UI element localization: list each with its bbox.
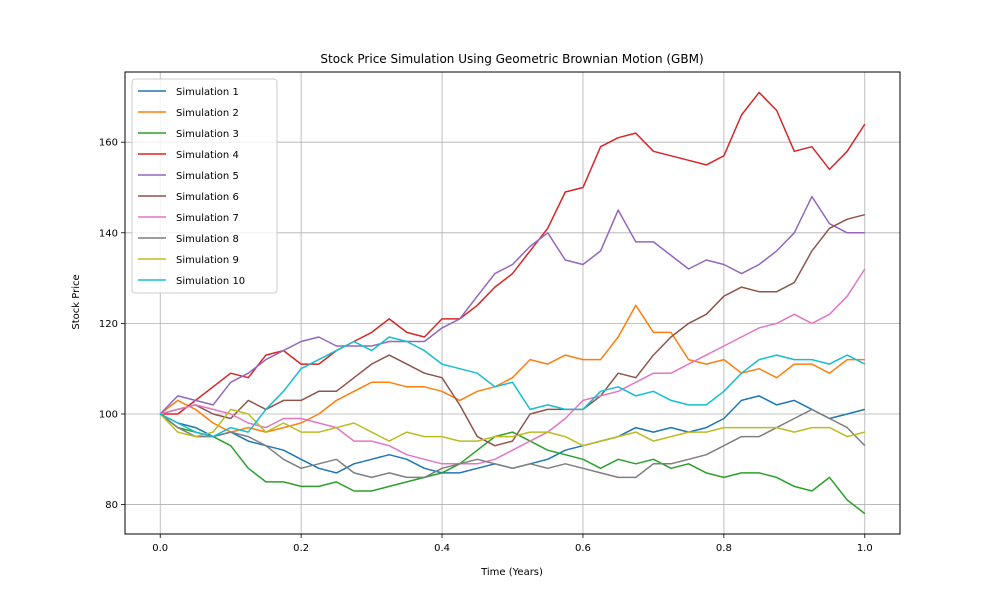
y-axis: 80 100 120 140 160 bbox=[99, 138, 125, 511]
legend-label: Simulation 1 bbox=[176, 87, 239, 98]
y-tick-label: 160 bbox=[99, 138, 118, 149]
x-axis-label: Time (Years) bbox=[480, 567, 543, 578]
series-line-simulation-3 bbox=[159, 413, 866, 515]
series-line-simulation-9 bbox=[159, 408, 865, 447]
series-group bbox=[159, 91, 866, 515]
grid bbox=[125, 72, 900, 534]
legend-box bbox=[131, 78, 278, 294]
plot-area bbox=[124, 71, 901, 535]
legend: Simulation 1 Simulation 2 Simulation 3 Simu… bbox=[131, 78, 278, 294]
legend-label: Simulation 10 bbox=[176, 276, 245, 287]
x-tick-label: 0.4 bbox=[434, 543, 450, 554]
x-tick-label: 0.0 bbox=[152, 543, 168, 554]
legend-label: Simulation 8 bbox=[176, 234, 239, 245]
series-line-simulation-8 bbox=[159, 408, 866, 479]
y-tick-label: 140 bbox=[99, 228, 118, 239]
legend-label: Simulation 2 bbox=[176, 108, 239, 119]
legend-label: Simulation 5 bbox=[176, 171, 239, 182]
legend-label: Simulation 9 bbox=[176, 255, 239, 266]
legend-label: Simulation 3 bbox=[176, 129, 239, 140]
series-line-simulation-2 bbox=[159, 304, 865, 433]
y-tick-label: 100 bbox=[99, 409, 118, 420]
series-line-simulation-4 bbox=[160, 91, 866, 415]
legend-label: Simulation 6 bbox=[176, 192, 239, 203]
series-line-simulation-6 bbox=[160, 213, 865, 447]
series-line-simulation-5 bbox=[159, 195, 865, 415]
series-line-simulation-10 bbox=[159, 336, 866, 438]
axes-frame bbox=[124, 71, 901, 535]
legend-label: Simulation 7 bbox=[176, 213, 239, 224]
chart-title: Stock Price Simulation Using Geometric B… bbox=[320, 52, 703, 66]
series-line-simulation-7 bbox=[160, 268, 866, 465]
x-tick-label: 0.2 bbox=[293, 543, 309, 554]
y-tick-label: 80 bbox=[105, 500, 118, 511]
x-tick-label: 0.6 bbox=[575, 543, 591, 554]
x-tick-label: 1.0 bbox=[857, 543, 873, 554]
x-tick-label: 0.8 bbox=[716, 543, 732, 554]
y-axis-label: Stock Price bbox=[71, 274, 82, 329]
x-axis: 0.0 0.2 0.4 0.6 0.8 1.0 bbox=[152, 534, 873, 554]
y-tick-label: 120 bbox=[99, 319, 118, 330]
legend-label: Simulation 4 bbox=[176, 150, 239, 161]
